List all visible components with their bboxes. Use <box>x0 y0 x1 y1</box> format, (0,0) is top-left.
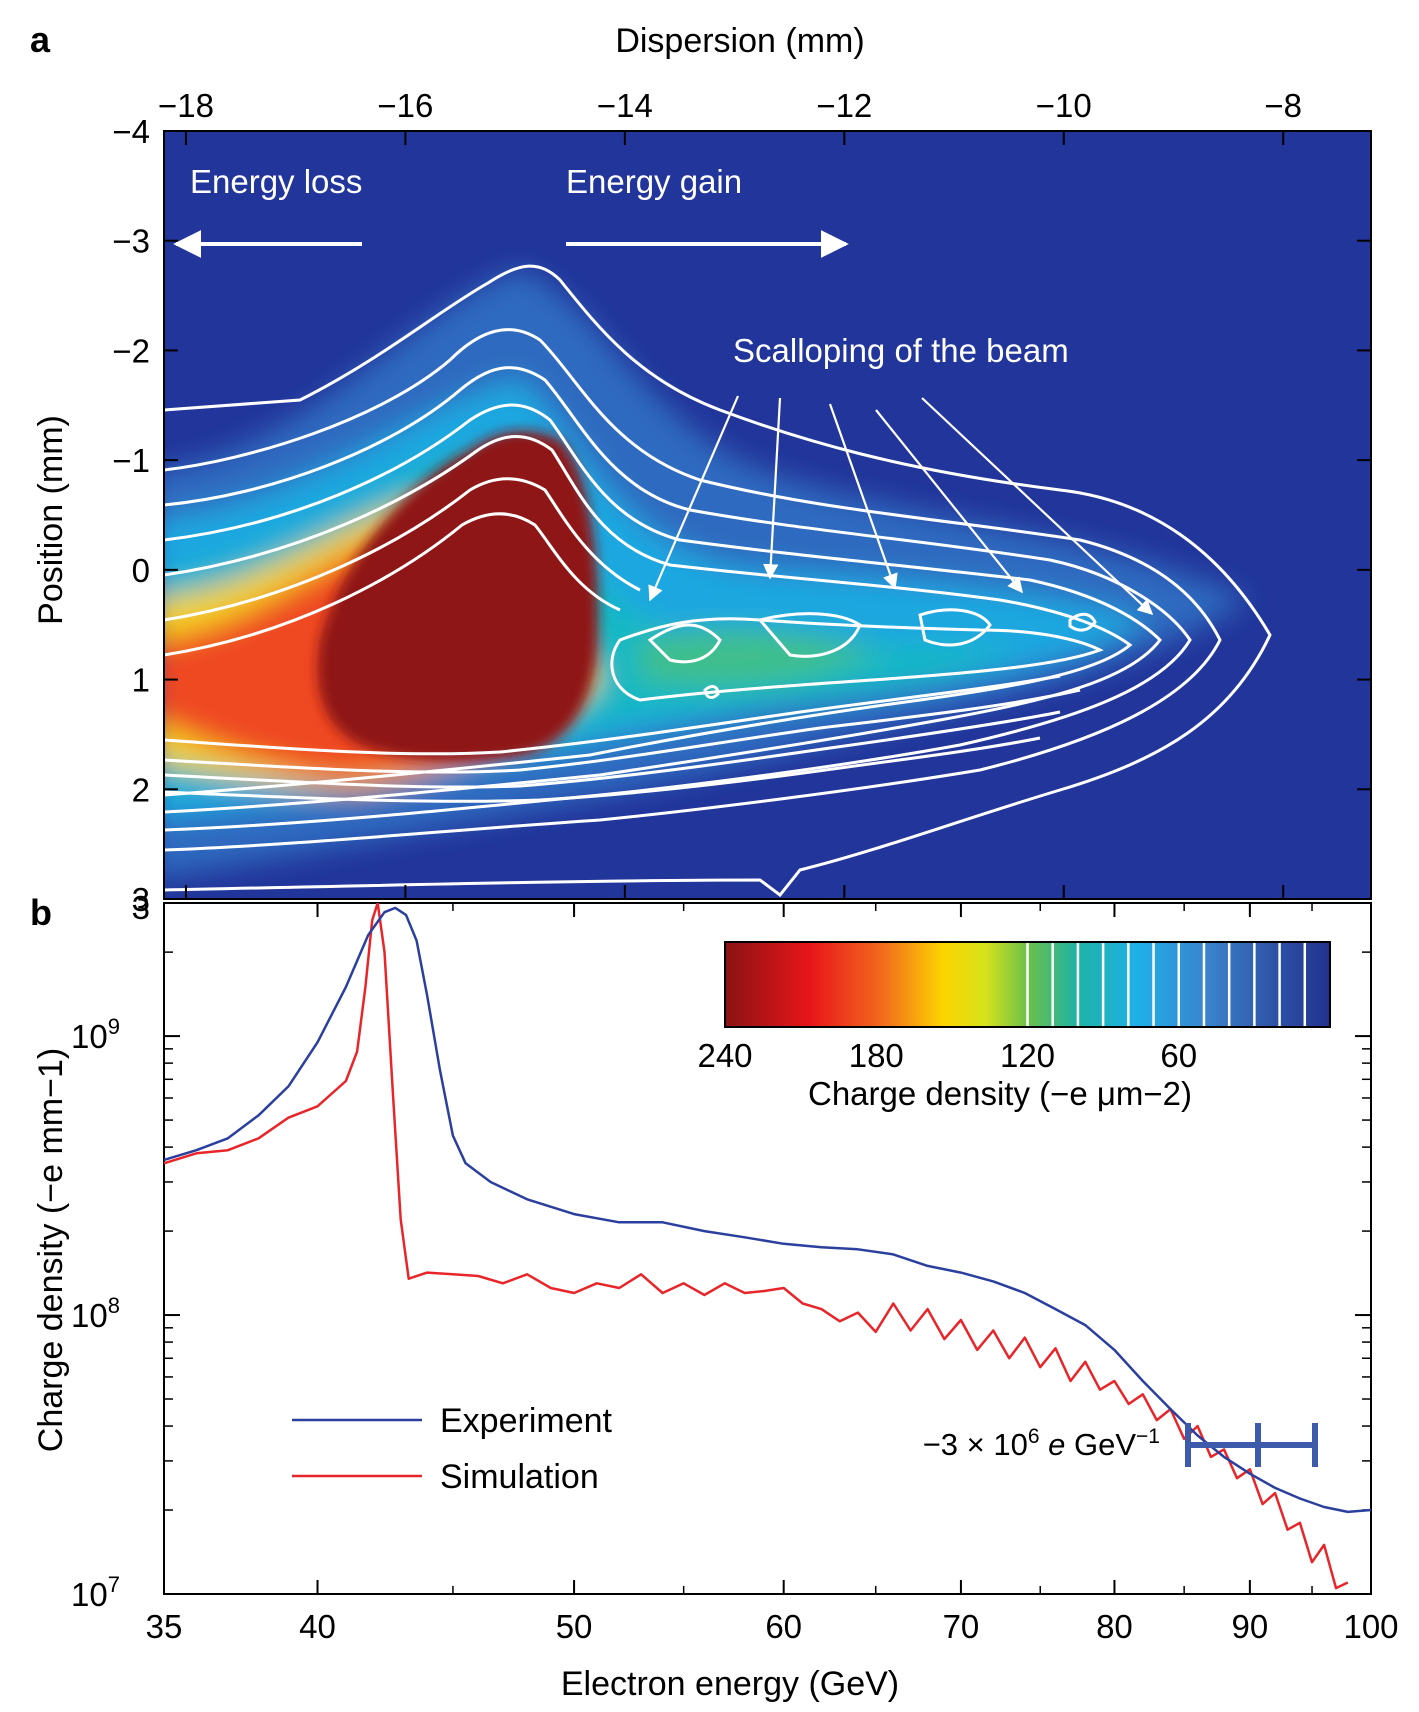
contour-line <box>164 477 641 622</box>
y-tick-label: −3 <box>112 223 150 260</box>
x-tick-label: −18 <box>158 87 214 124</box>
panel-a-frame <box>163 130 1372 900</box>
x-tick-label: 35 <box>146 1608 183 1645</box>
x-tick-label: 100 <box>1343 1608 1398 1645</box>
y-tick-label: −2 <box>112 332 150 369</box>
y-tick-label: 1 <box>132 662 150 699</box>
colorbar-tick-label: 240 <box>697 1037 752 1074</box>
scalloping-label: Scalloping of the beam <box>733 332 1069 369</box>
scalloping-arrow <box>763 397 782 580</box>
contour-lines <box>164 264 1272 898</box>
energy-gain-label: Energy gain <box>566 163 742 200</box>
x-tick-label: −8 <box>1264 87 1302 124</box>
x-tick-label: 40 <box>299 1608 336 1645</box>
colorbar-label: Charge density (−e μm−2) <box>808 1075 1192 1112</box>
x-tick-label: 80 <box>1096 1608 1133 1645</box>
y-tick-label: 109 <box>71 1014 120 1055</box>
y-tick-label: 108 <box>71 1293 120 1334</box>
panel-label-a: a <box>30 19 51 60</box>
contour-line <box>164 435 1133 797</box>
colorbar-tick-label: 120 <box>1000 1037 1055 1074</box>
contour-line <box>610 617 1104 702</box>
scale-bar-label: −3 × 106 e GeV−1 <box>923 1425 1160 1462</box>
x-tick-label: −10 <box>1036 87 1092 124</box>
contour-line <box>164 674 1061 756</box>
panel-b-ticks: 35 40 50 60 70 80 90 100 107 108 109 3 <box>71 889 1399 1645</box>
legend-label-experiment: Experiment <box>440 1402 613 1440</box>
y-tick-label: 3 <box>132 881 150 918</box>
colorbar-ticks: 240 180 120 60 <box>697 1037 1197 1074</box>
legend: Experiment Simulation <box>292 1402 613 1496</box>
energy-loss-label: Energy loss <box>190 163 362 200</box>
legend-label-simulation: Simulation <box>440 1458 599 1496</box>
contour-line <box>164 264 1272 898</box>
x-tick-label: 60 <box>765 1608 802 1645</box>
panel-a-y-axis-title: Position (mm) <box>32 415 70 625</box>
x-tick-label: −16 <box>377 87 433 124</box>
panel-a: a Dispersion (mm) Position (mm) <box>30 19 1372 918</box>
colorbar: 240 180 120 60 Charge density (−e μm−2) <box>697 941 1331 1112</box>
y-tick-label: 3 <box>132 889 150 926</box>
x-tick-label: 50 <box>556 1608 593 1645</box>
y-tick-label: −1 <box>112 442 150 479</box>
x-tick-label: −14 <box>597 87 653 124</box>
panel-a-x-axis-title: Dispersion (mm) <box>615 22 864 60</box>
scalloping-arrow <box>875 409 1023 594</box>
scalloping-arrow <box>921 397 1154 616</box>
scalloping-arrow <box>828 403 898 590</box>
heatmap-image <box>164 131 1371 899</box>
experiment-line <box>164 906 1371 1514</box>
panel-b-x-axis-title: Electron energy (GeV) <box>561 1665 899 1703</box>
contour-line <box>164 403 1162 814</box>
x-tick-label: −12 <box>816 87 872 124</box>
annotations: Energy loss Energy gain Scalloping of th… <box>173 163 1154 616</box>
contour-line <box>164 688 1081 774</box>
contour-line <box>164 710 1061 789</box>
heatmap-core <box>317 431 599 762</box>
y-tick-label: −4 <box>112 113 150 150</box>
contour-line <box>164 512 621 657</box>
x-tick-label: 70 <box>943 1608 980 1645</box>
colorbar-tick-label: 60 <box>1160 1037 1197 1074</box>
colorbar-tick-label: 180 <box>849 1037 904 1074</box>
colorbar-contour-levels <box>1026 943 1307 1026</box>
panel-b-y-axis-title: Charge density (−e mm−1) <box>32 1048 70 1452</box>
scale-bar: −3 × 106 e GeV−1 <box>923 1423 1318 1467</box>
contour-line <box>164 328 1222 852</box>
panel-b-frame <box>163 902 1372 1595</box>
y-tick-label: 0 <box>132 552 150 589</box>
y-tick-label: 2 <box>132 771 150 808</box>
scalloping-arrow <box>648 395 740 602</box>
y-tick-label: 107 <box>71 1572 120 1613</box>
contour-line <box>164 736 1041 803</box>
panel-label-b: b <box>30 892 52 933</box>
x-tick-label: 90 <box>1232 1608 1269 1645</box>
panel-b: b Electron energy (GeV) Charge density (… <box>30 889 1399 1703</box>
